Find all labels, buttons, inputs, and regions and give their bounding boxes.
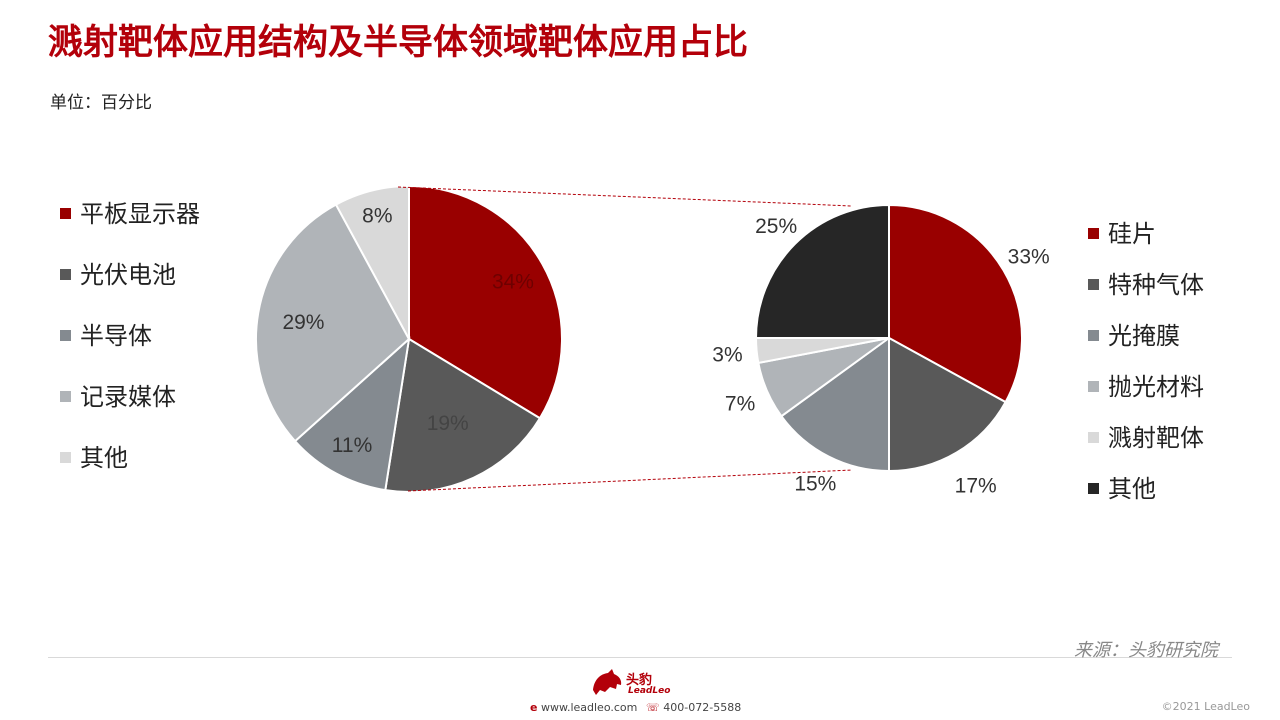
value-label-left-3: 29% [282, 311, 324, 334]
legend-label: 硅片 [1108, 220, 1156, 248]
value-label-right-1: 17% [955, 475, 997, 498]
legend-swatch [1088, 380, 1099, 392]
value-label-left-2: 11% [332, 434, 372, 457]
legend-item-right-1: 特种气体 [1088, 265, 1204, 300]
slice-left-2 [293, 336, 411, 492]
legend-label: 溅射靶体 [1108, 424, 1204, 452]
legend-label: 光伏电池 [80, 261, 176, 289]
slice-right-1 [888, 336, 1007, 473]
legend-item-right-0: 硅片 [1088, 214, 1156, 249]
value-label-right-4: 3% [712, 343, 742, 366]
value-label-left-4: 8% [362, 204, 392, 227]
legend-item-right-5: 其他 [1088, 469, 1156, 504]
legend-item-right-2: 光掩膜 [1088, 316, 1180, 351]
legend-label: 半导体 [80, 322, 152, 350]
legend-item-left-0: 平板显示器 [60, 194, 200, 229]
legend-item-left-3: 记录媒体 [60, 377, 176, 412]
legend-item-left-2: 半导体 [60, 316, 152, 351]
legend-label: 光掩膜 [1108, 322, 1180, 350]
slice-right-0 [888, 203, 1024, 404]
legend-label: 平板显示器 [80, 200, 200, 228]
legend-swatch [1088, 482, 1099, 494]
legend-item-left-4: 其他 [60, 438, 128, 473]
brand-sub: LeadLeo [628, 686, 671, 696]
value-label-left-1: 19% [427, 412, 469, 435]
legend-swatch [60, 268, 71, 280]
legend-swatch [1088, 278, 1099, 290]
slice-right-5 [754, 203, 890, 339]
website-text: www.leadleo.com [540, 701, 638, 714]
legend-swatch [60, 207, 71, 219]
legend-label: 抛光材料 [1108, 373, 1204, 401]
website-link[interactable]: e www.leadleo.com [530, 701, 637, 714]
slice-left-1 [384, 337, 542, 493]
web-icon: e [530, 701, 538, 714]
legend-item-right-4: 溅射靶体 [1088, 418, 1204, 453]
legend-swatch [60, 390, 71, 402]
connector-line-top [397, 186, 853, 207]
footer-divider [48, 657, 1232, 658]
legend-label: 其他 [80, 444, 128, 472]
value-label-left-0: 34% [492, 270, 534, 293]
legend-swatch [1088, 329, 1099, 341]
phone-info: ☏ 400-072-5588 [646, 701, 741, 714]
slice-right-2 [780, 336, 890, 473]
slice-left-4 [334, 184, 410, 340]
legend-label: 其他 [1108, 475, 1156, 503]
page-title: 溅射靶体应用结构及半导体领域靶体应用占比 [48, 23, 749, 63]
legend-swatch [1088, 431, 1099, 443]
pie-left: 34% 19% 11% 29% 8% [255, 184, 563, 493]
copyright: ©2021 LeadLeo [1161, 700, 1250, 713]
legend-item-left-1: 光伏电池 [60, 255, 176, 290]
legend-label: 记录媒体 [80, 383, 176, 411]
legend-swatch [60, 451, 71, 463]
pie-right: 33% 17% 15% 7% 3% 25% [712, 203, 1050, 498]
value-label-right-0: 33% [1008, 245, 1050, 268]
phone-icon: ☏ [646, 701, 660, 714]
leadleo-logo-icon [593, 669, 622, 695]
source-note: 来源：头豹研究院 [1074, 640, 1218, 661]
slice-left-0 [408, 184, 563, 420]
legend-swatch [60, 329, 71, 341]
legend-swatch [1088, 227, 1099, 239]
legend-label: 特种气体 [1108, 271, 1204, 299]
slice-left-3 [255, 203, 411, 443]
legend-item-right-3: 抛光材料 [1088, 367, 1204, 402]
phone-text: 400-072-5588 [663, 701, 742, 714]
connector-line-bottom [407, 469, 853, 492]
value-label-right-3: 7% [725, 392, 755, 415]
unit-label: 单位：百分比 [50, 93, 152, 113]
value-label-right-2: 15% [794, 473, 836, 496]
value-label-right-5: 25% [755, 215, 797, 238]
brand-name: 头豹 [626, 673, 653, 688]
